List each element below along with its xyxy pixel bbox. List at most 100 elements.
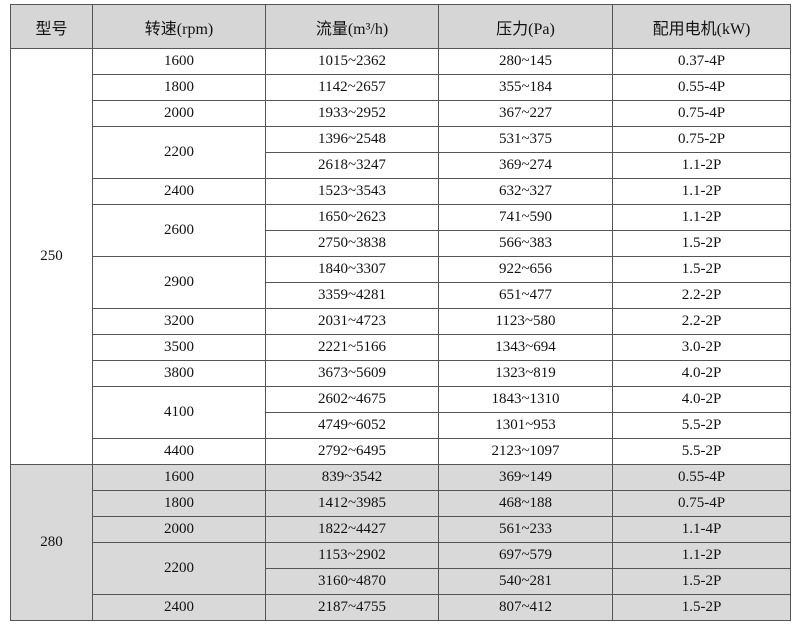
motor-cell: 1.5-2P: [612, 568, 791, 595]
motor-cell: 0.75-4P: [612, 100, 791, 127]
motor-cell: 1.5-2P: [612, 230, 791, 257]
table-row: 2400 2187~4755 807~412 1.5-2P: [11, 594, 791, 621]
pressure-cell: 367~227: [438, 100, 613, 127]
pressure-cell: 1323~819: [438, 360, 613, 387]
flow-cell: 2792~6495: [265, 438, 439, 465]
motor-cell: 0.55-4P: [612, 464, 791, 491]
pressure-cell: 807~412: [438, 594, 613, 621]
pressure-cell: 1343~694: [438, 334, 613, 361]
header-cell: 转速(rpm): [92, 4, 266, 49]
flow-cell: 2618~3247: [265, 152, 439, 179]
table-row: 2200 1396~2548 531~375 0.75-2P: [11, 126, 791, 179]
flow-cell: 1396~2548: [265, 126, 439, 153]
table-row: 4100 2602~4675 1843~1310 4.0-2P: [11, 386, 791, 439]
flow-cell: 3673~5609: [265, 360, 439, 387]
table-row: 3200 2031~4723 1123~580 2.2-2P: [11, 308, 791, 335]
spec-table: 型号 转速(rpm) 流量(m³/h) 压力(Pa) 配用电机(kW) 250 1600 1…: [10, 4, 791, 621]
motor-cell: 5.5-2P: [612, 438, 791, 465]
motor-cell: 3.0-2P: [612, 334, 791, 361]
flow-cell: 1412~3985: [265, 490, 439, 517]
table-row: 3800 3673~5609 1323~819 4.0-2P: [11, 360, 791, 387]
header-cell: 流量(m³/h): [265, 4, 439, 49]
motor-cell: 1.5-2P: [612, 256, 791, 283]
flow-cell: 3359~4281: [265, 282, 439, 309]
motor-cell: 1.1-2P: [612, 178, 791, 205]
pressure-cell: 2123~1097: [438, 438, 613, 465]
model-cell: 280: [10, 464, 93, 621]
rpm-cell: 2000: [92, 100, 266, 127]
table-row: 4400 2792~6495 2123~1097 5.5-2P: [11, 438, 791, 465]
table-row: 3160~4870 540~281 1.5-2P: [11, 568, 791, 595]
flow-cell: 1153~2902: [265, 542, 439, 569]
table-row: 250 1600 1015~2362 280~145 0.37-4P: [10, 48, 791, 465]
rpm-cell: 2200: [92, 542, 266, 595]
motor-cell: 4.0-2P: [612, 386, 791, 413]
flow-cell: 1933~2952: [265, 100, 439, 127]
table-row: 2000 1933~2952 367~227 0.75-4P: [11, 100, 791, 127]
pressure-cell: 922~656: [438, 256, 613, 283]
table-row: 2000 1822~4427 561~233 1.1-4P: [11, 516, 791, 543]
rpm-cell: 1600: [92, 48, 266, 75]
pressure-cell: 540~281: [438, 568, 613, 595]
flow-cell: 4749~6052: [265, 412, 439, 439]
flow-cell: 2602~4675: [265, 386, 439, 413]
flow-cell: 2221~5166: [265, 334, 439, 361]
pressure-cell: 355~184: [438, 74, 613, 101]
table-row: 1800 1142~2657 355~184 0.55-4P: [11, 74, 791, 101]
motor-cell: 2.2-2P: [612, 308, 791, 335]
pressure-cell: 369~274: [438, 152, 613, 179]
flow-cell: 3160~4870: [265, 568, 439, 595]
table-row: 1800 1412~3985 468~188 0.75-4P: [11, 490, 791, 517]
flow-cell: 1650~2623: [265, 204, 439, 231]
table-row: 2400 1523~3543 632~327 1.1-2P: [11, 178, 791, 205]
motor-cell: 5.5-2P: [612, 412, 791, 439]
table-row: 2600 1650~2623 741~590 1.1-2P: [11, 204, 791, 257]
flow-cell: 2750~3838: [265, 230, 439, 257]
table-row: 3500 2221~5166 1343~694 3.0-2P: [11, 334, 791, 361]
flow-cell: 1015~2362: [265, 48, 439, 75]
table-row: 3359~4281 651~477 2.2-2P: [11, 282, 791, 309]
header-row: 型号 转速(rpm) 流量(m³/h) 压力(Pa) 配用电机(kW): [10, 4, 791, 49]
rpm-cell: 2200: [92, 126, 266, 179]
pressure-cell: 566~383: [438, 230, 613, 257]
motor-cell: 0.55-4P: [612, 74, 791, 101]
pressure-cell: 280~145: [438, 48, 613, 75]
pressure-cell: 651~477: [438, 282, 613, 309]
flow-cell: 1840~3307: [265, 256, 439, 283]
header-cell: 型号: [10, 4, 93, 49]
flow-cell: 1523~3543: [265, 178, 439, 205]
table-row: 2618~3247 369~274 1.1-2P: [11, 152, 791, 179]
rpm-cell: 1600: [92, 464, 266, 491]
table-row: 4749~6052 1301~953 5.5-2P: [11, 412, 791, 439]
header-cell: 配用电机(kW): [612, 4, 791, 49]
rpm-cell: 2600: [92, 204, 266, 257]
rpm-cell: 2900: [92, 256, 266, 309]
flow-cell: 839~3542: [265, 464, 439, 491]
pressure-cell: 468~188: [438, 490, 613, 517]
pressure-cell: 531~375: [438, 126, 613, 153]
rpm-cell: 2000: [92, 516, 266, 543]
flow-cell: 2031~4723: [265, 308, 439, 335]
rpm-cell: 2400: [92, 178, 266, 205]
flow-cell: 2187~4755: [265, 594, 439, 621]
motor-cell: 1.1-4P: [612, 516, 791, 543]
header-cell: 压力(Pa): [438, 4, 613, 49]
flow-cell: 1822~4427: [265, 516, 439, 543]
pressure-cell: 1123~580: [438, 308, 613, 335]
pressure-cell: 1843~1310: [438, 386, 613, 413]
pressure-cell: 561~233: [438, 516, 613, 543]
motor-cell: 0.75-4P: [612, 490, 791, 517]
flow-cell: 1142~2657: [265, 74, 439, 101]
table-row: 280 1600 839~3542 369~149 0.55-4P: [10, 464, 791, 621]
motor-cell: 4.0-2P: [612, 360, 791, 387]
rpm-cell: 1800: [92, 74, 266, 101]
pressure-cell: 632~327: [438, 178, 613, 205]
table-row: 2200 1153~2902 697~579 1.1-2P: [11, 542, 791, 595]
motor-cell: 1.1-2P: [612, 204, 791, 231]
rpm-cell: 4400: [92, 438, 266, 465]
table-row: 2750~3838 566~383 1.5-2P: [11, 230, 791, 257]
rpm-cell: 2400: [92, 594, 266, 621]
motor-cell: 2.2-2P: [612, 282, 791, 309]
pressure-cell: 1301~953: [438, 412, 613, 439]
